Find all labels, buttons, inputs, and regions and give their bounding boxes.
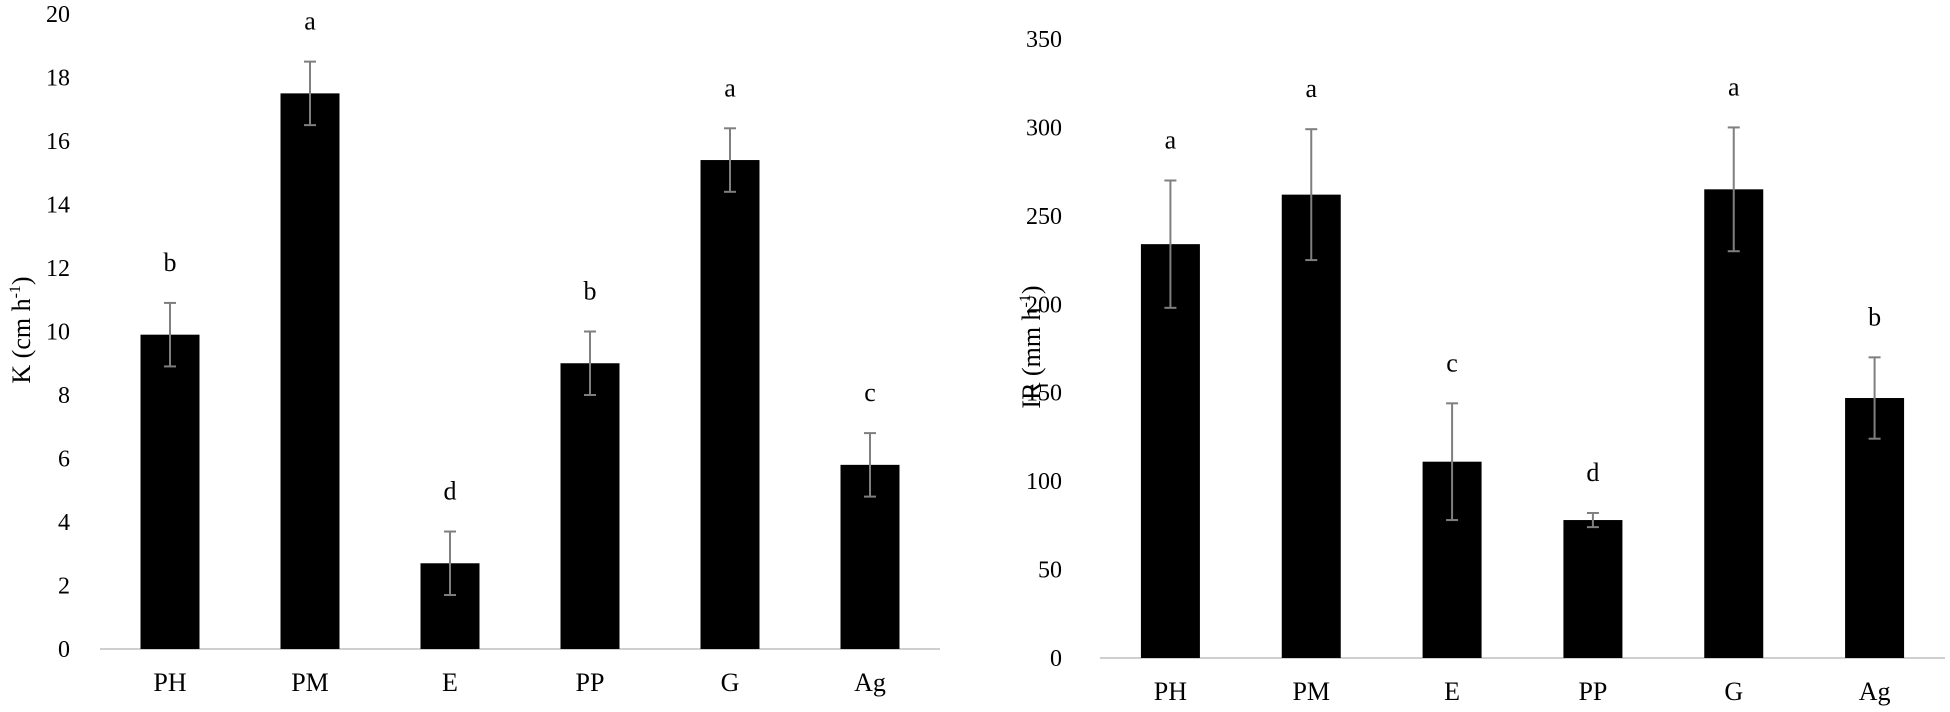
y-tick-label: 350 [1026, 27, 1062, 53]
bar-g [700, 160, 760, 650]
y-tick-label: 8 [58, 383, 70, 409]
category-label: E [1444, 677, 1460, 706]
significance-letter: c [864, 378, 876, 407]
category-label: G [1724, 677, 1743, 706]
category-label: PP [576, 668, 605, 697]
bar-pm [280, 93, 340, 649]
bar-pp [560, 363, 620, 649]
bar-pm [1281, 194, 1341, 659]
y-axis-label-superscript: -1 [7, 285, 24, 298]
category-label: PM [1292, 677, 1330, 706]
y-tick-label: 0 [58, 637, 70, 663]
y-tick-label: 50 [1038, 558, 1062, 584]
y-tick-label: 6 [58, 447, 70, 473]
bar-ph [140, 334, 200, 649]
y-tick-label: 250 [1026, 204, 1062, 230]
y-axis-label: K (cm h-1) [7, 276, 36, 383]
bar-ph [1140, 244, 1200, 658]
category-label: G [721, 668, 740, 697]
bar-g [1704, 189, 1764, 659]
significance-letter: a [304, 7, 316, 36]
significance-letter: b [164, 248, 177, 277]
bar-ag [1845, 398, 1905, 658]
significance-letter: d [444, 477, 457, 506]
y-tick-label: 16 [46, 129, 70, 155]
y-tick-label: 100 [1026, 469, 1062, 495]
y-tick-label: 14 [46, 193, 70, 219]
y-axis-label: IR (mm h-1) [1017, 285, 1046, 408]
y-tick-label: 300 [1026, 115, 1062, 141]
significance-letter: a [1305, 74, 1317, 103]
significance-letter: a [1728, 72, 1740, 101]
y-axis-label-text: K (cm h [7, 298, 36, 383]
significance-letter: b [1868, 302, 1881, 331]
y-tick-label: 150 [1026, 381, 1062, 407]
k-chart: 0 2 4 6 8 10 12 14 16 18 20 K (cm h-1) b PH a PM d Eb PP a G… [7, 2, 940, 697]
significance-letter: b [584, 277, 597, 306]
category-label: PM [291, 668, 329, 697]
y-axis-label-close: ) [1017, 285, 1046, 294]
y-axis-label-superscript: -1 [1017, 294, 1034, 307]
significance-letter: c [1446, 348, 1458, 377]
category-label: E [442, 668, 458, 697]
significance-letter: a [1165, 125, 1177, 154]
y-axis-label-text: IR (mm h [1017, 307, 1046, 408]
y-tick-label: 20 [46, 2, 70, 28]
category-label: Ag [854, 668, 886, 697]
y-tick-label: 18 [46, 66, 70, 92]
y-tick-label: 2 [58, 574, 70, 600]
category-label: PH [1154, 677, 1187, 706]
significance-letter: a [724, 73, 736, 102]
significance-letter: d [1586, 458, 1599, 487]
category-label: Ag [1859, 677, 1891, 706]
category-label: PP [1578, 677, 1607, 706]
category-label: PH [153, 668, 186, 697]
ir-chart: 0 50 100 150 200 250 300 350 IR (mm h-1) a PH a PM c E… [1017, 27, 1945, 706]
y-tick-label: 4 [58, 510, 70, 536]
y-tick-label: 10 [46, 320, 70, 346]
y-tick-label: 0 [1050, 646, 1062, 672]
y-tick-label: 200 [1026, 292, 1062, 318]
y-axis-label-close: ) [7, 276, 36, 285]
y-tick-label: 12 [46, 256, 70, 282]
bar-pp [1563, 520, 1623, 658]
